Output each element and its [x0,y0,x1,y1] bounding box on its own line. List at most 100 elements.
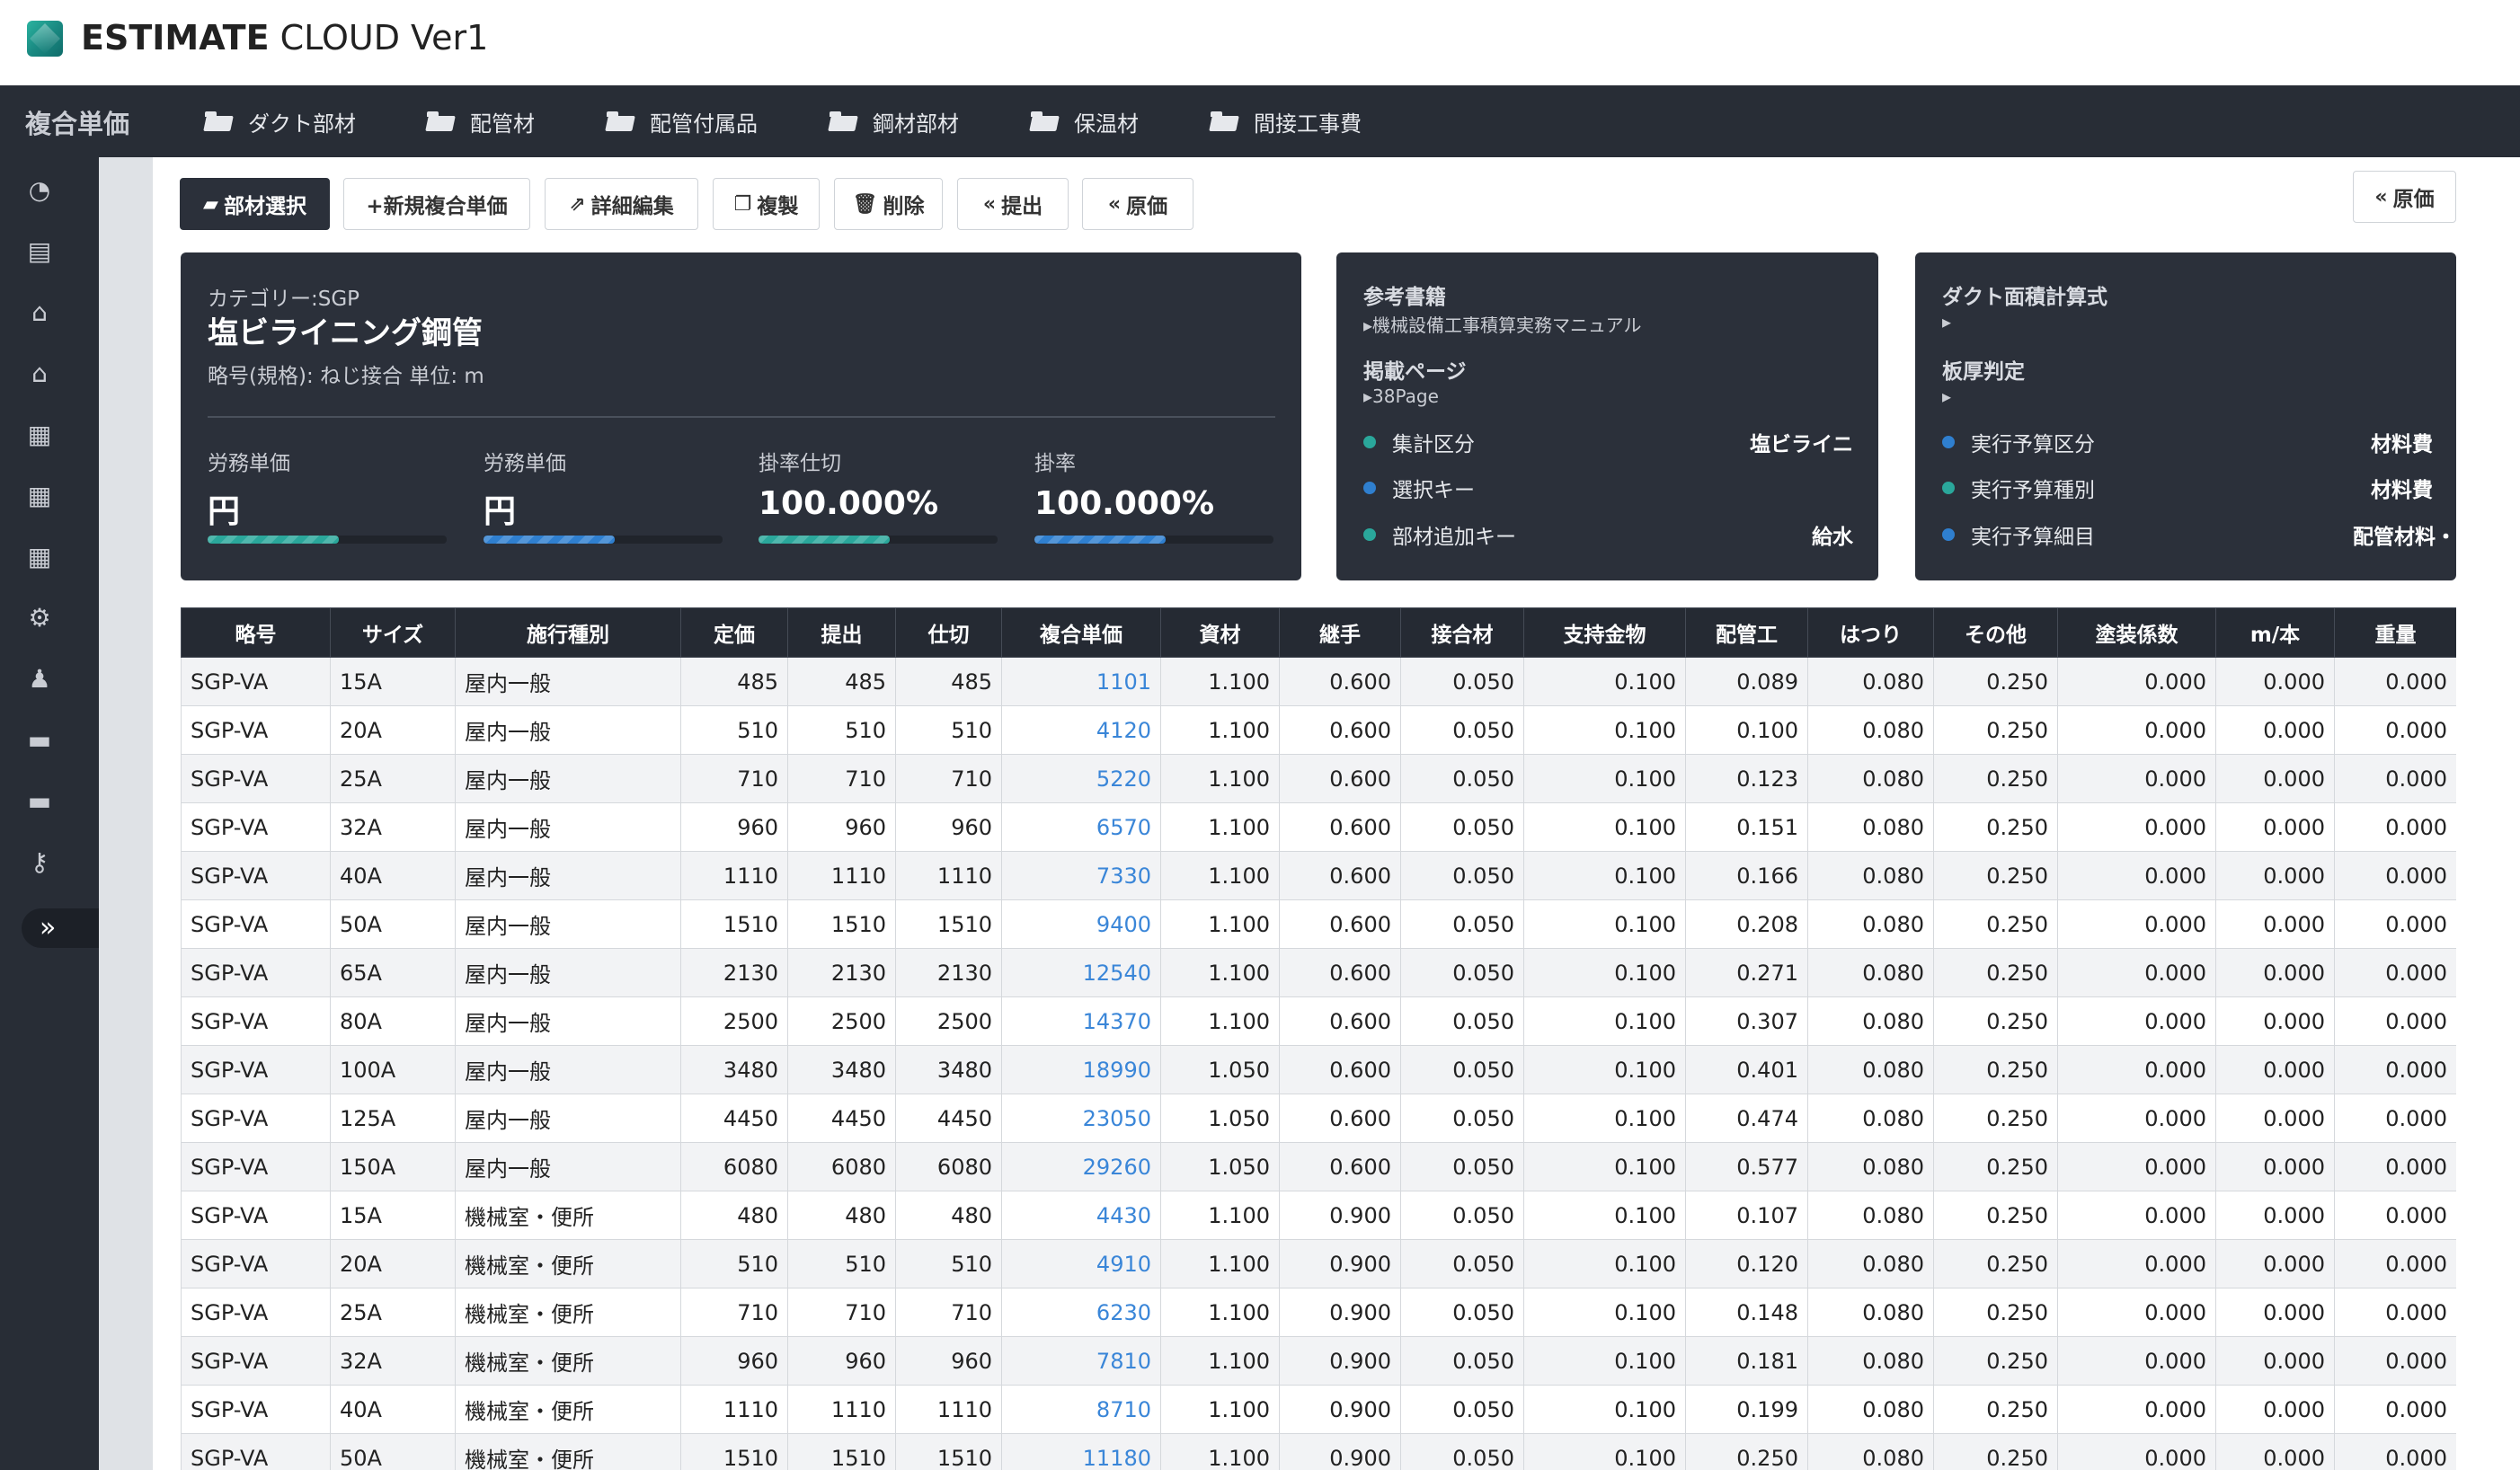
composite-price-link[interactable]: 18990 [1001,1045,1161,1094]
column-header[interactable]: 施行種別 [455,607,681,658]
gears-icon[interactable]: ⚙ [28,603,51,633]
column-header[interactable]: 提出 [787,607,896,658]
column-header[interactable]: 接合材 [1400,607,1524,658]
table-cell: 710 [895,754,1002,803]
nav-item-pipe-accessories[interactable]: 配管付属品 [607,103,758,139]
table-row[interactable]: SGP-VA 32A 機械室・便所 960 960 960 7810 1.100 0.900 0.… [181,1336,2456,1386]
cost-panel-toggle-button[interactable]: «原価 [2353,171,2456,223]
nav-item-duct-parts[interactable]: ダクト部材 [205,103,356,139]
table-cell: 0.600 [1279,1094,1401,1143]
table-row[interactable]: SGP-VA 40A 機械室・便所 1110 1110 1110 8710 1.100 0.90… [181,1385,2456,1434]
nav-item-steel-parts[interactable]: 鋼材部材 [830,103,959,139]
nav-item-insulation[interactable]: 保温材 [1031,103,1139,139]
cost-button[interactable]: «原価 [1082,178,1193,230]
table-row[interactable]: SGP-VA 65A 屋内一般 2130 2130 2130 12540 1.100 0.600… [181,948,2456,997]
printer-icon[interactable]: ▤ [27,236,52,266]
nav-brand[interactable]: 複合単価 [25,109,130,139]
composite-price-link[interactable]: 23050 [1001,1094,1161,1143]
key-icon[interactable]: ⚷ [30,847,49,877]
composite-price-link[interactable]: 8710 [1001,1385,1161,1434]
column-header[interactable]: 略号 [181,607,331,658]
table-cell: 0.000 [2215,705,2335,755]
duplicate-button[interactable]: ❐ 複製 [713,178,820,230]
nav-item-piping[interactable]: 配管材 [427,103,535,139]
table-row[interactable]: SGP-VA 50A 屋内一般 1510 1510 1510 9400 1.100 0.600 0… [181,899,2456,949]
column-header[interactable]: 継手 [1279,607,1401,658]
table-cell: 485 [895,657,1002,706]
composite-price-link[interactable]: 1101 [1001,657,1161,706]
drive-icon[interactable]: ▬ [27,786,52,816]
table-row[interactable]: SGP-VA 25A 屋内一般 710 710 710 5220 1.100 0.600 0.05… [181,754,2456,803]
table-row[interactable]: SGP-VA 50A 機械室・便所 1510 1510 1510 11180 1.100 0.9… [181,1433,2456,1470]
composite-price-link[interactable]: 4120 [1001,705,1161,755]
composite-price-link[interactable]: 14370 [1001,996,1161,1046]
composite-price-link[interactable]: 9400 [1001,899,1161,949]
column-header[interactable]: 配管工 [1685,607,1808,658]
column-header[interactable]: 複合単価 [1001,607,1161,658]
table-icon[interactable]: ▦ [27,542,52,571]
table-cell: 25A [330,754,456,803]
composite-price-link[interactable]: 7810 [1001,1336,1161,1386]
composite-price-link[interactable]: 6230 [1001,1288,1161,1337]
table-cell: 0.250 [1933,1385,2058,1434]
table-icon[interactable]: ▦ [27,481,52,510]
column-header[interactable]: m/本 [2215,607,2335,658]
table-cell: 0.100 [1523,1336,1686,1386]
column-header[interactable]: サイズ [330,607,456,658]
composite-price-link[interactable]: 12540 [1001,948,1161,997]
column-header[interactable]: その他 [1933,607,2058,658]
delete-button[interactable]: 🗑 削除 [834,178,943,230]
composite-price-link[interactable]: 6570 [1001,802,1161,852]
bank-icon[interactable]: ⌂ [31,359,48,388]
bank-icon[interactable]: ⌂ [31,297,48,327]
composite-price-link[interactable]: 7330 [1001,851,1161,900]
column-header[interactable]: 資材 [1160,607,1280,658]
table-row[interactable]: SGP-VA 100A 屋内一般 3480 3480 3480 18990 1.050 0.60… [181,1045,2456,1094]
drive-icon[interactable]: ▬ [27,725,52,755]
table-cell: 0.250 [1933,1433,2058,1470]
column-header[interactable]: 重量 [2334,607,2456,658]
pie-chart-icon[interactable]: ◔ [28,175,51,205]
new-composite-button[interactable]: +新規複合単価 [343,178,530,230]
double-chevron-right-icon[interactable]: » [22,908,99,948]
table-row[interactable]: SGP-VA 15A 機械室・便所 480 480 480 4430 1.100 0.900 0.… [181,1191,2456,1240]
table-row[interactable]: SGP-VA 20A 屋内一般 510 510 510 4120 1.100 0.600 0.05… [181,705,2456,755]
table-row[interactable]: SGP-VA 32A 屋内一般 960 960 960 6570 1.100 0.600 0.05… [181,802,2456,852]
table-cell: 0.050 [1400,1288,1524,1337]
edit-detail-button[interactable]: ⇗ 詳細編集 [545,178,698,230]
table-row[interactable]: SGP-VA 150A 屋内一般 6080 6080 6080 29260 1.050 0.60… [181,1142,2456,1191]
column-header[interactable]: 定価 [680,607,788,658]
column-header[interactable]: 仕切 [895,607,1002,658]
table-cell: 0.000 [2334,1142,2456,1191]
table-row[interactable]: SGP-VA 40A 屋内一般 1110 1110 1110 7330 1.100 0.600 0… [181,851,2456,900]
nav-item-indirect-cost[interactable]: 間接工事費 [1211,103,1362,139]
table-row[interactable]: SGP-VA 20A 機械室・便所 510 510 510 4910 1.100 0.900 0.… [181,1239,2456,1288]
table-icon[interactable]: ▦ [27,420,52,449]
composite-price-link[interactable]: 5220 [1001,754,1161,803]
table-row[interactable]: SGP-VA 25A 機械室・便所 710 710 710 6230 1.100 0.900 0.… [181,1288,2456,1337]
folder-open-icon [830,111,856,131]
submit-button[interactable]: «提出 [957,178,1069,230]
table-row[interactable]: SGP-VA 15A 屋内一般 485 485 485 1101 1.100 0.600 0.05… [181,657,2456,706]
table-cell: 50A [330,899,456,949]
composite-price-link[interactable]: 29260 [1001,1142,1161,1191]
table-cell: 0.080 [1807,1094,1934,1143]
table-cell: 1110 [787,851,896,900]
column-header[interactable]: 塗装係数 [2057,607,2216,658]
table-cell: 0.000 [2057,1142,2216,1191]
users-icon[interactable]: ♟ [28,664,51,694]
table-cell: 0.000 [2215,1142,2335,1191]
column-header[interactable]: 支持金物 [1523,607,1686,658]
table-cell: SGP-VA [181,996,331,1046]
composite-price-link[interactable]: 4430 [1001,1191,1161,1240]
table-cell: 0.000 [2334,948,2456,997]
composite-price-link[interactable]: 4910 [1001,1239,1161,1288]
table-cell: 0.250 [1933,1239,2058,1288]
table-cell: 960 [787,802,896,852]
composite-price-link[interactable]: 11180 [1001,1433,1161,1470]
table-row[interactable]: SGP-VA 125A 屋内一般 4450 4450 4450 23050 1.050 0.60… [181,1094,2456,1143]
table-cell: 0.000 [2057,657,2216,706]
select-parts-button[interactable]: ▰ 部材選択 [180,178,330,230]
table-row[interactable]: SGP-VA 80A 屋内一般 2500 2500 2500 14370 1.100 0.600… [181,996,2456,1046]
column-header[interactable]: はつり [1807,607,1934,658]
